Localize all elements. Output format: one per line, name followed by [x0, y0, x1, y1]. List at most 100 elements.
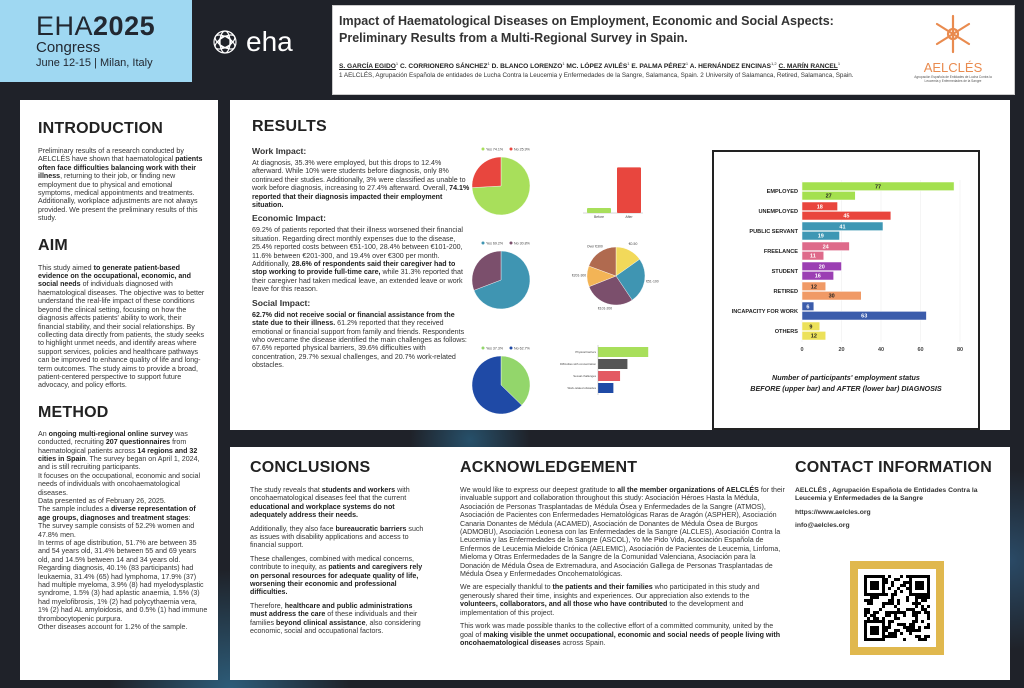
- paragraph: These challenges, combined with medical …: [250, 555, 430, 597]
- qr-module: [873, 638, 876, 641]
- slice-label: €101-200: [598, 306, 612, 310]
- slice-label: €201-300: [572, 273, 586, 277]
- bar-after-incapacity-for-work: [801, 311, 927, 321]
- qr-module: [918, 638, 921, 641]
- qr-module: [891, 584, 894, 587]
- text: Additionally, they also face: [250, 524, 336, 533]
- qr-module: [876, 626, 879, 629]
- text: Preliminary results of a research conduc…: [38, 147, 184, 164]
- qr-module: [888, 632, 891, 635]
- qr-module: [888, 587, 891, 590]
- x-tick-label: 60: [917, 347, 923, 353]
- qr-module: [891, 602, 894, 605]
- qr-module: [927, 578, 930, 581]
- results-heading: RESULTS: [252, 118, 327, 135]
- chart-caption: BEFORE (upper bar) and AFTER (lower bar)…: [750, 384, 942, 393]
- qr-module: [924, 608, 927, 611]
- legend-marker: [509, 147, 513, 151]
- bar-after-freelance: [801, 251, 824, 261]
- text: The study reveals that: [250, 486, 322, 494]
- author-affiliation-number: 1: [487, 61, 490, 66]
- bar-category: Difficulties with concentration: [560, 362, 596, 366]
- qr-module: [903, 611, 906, 614]
- qr-module: [876, 620, 879, 623]
- bold-text: 62.7% did not receive social or financia…: [252, 310, 455, 328]
- author-name: C. CORRIONERO SÁNCHEZ: [400, 63, 488, 71]
- qr-module: [873, 626, 876, 629]
- qr-module: [888, 602, 891, 605]
- legend-label: No 25.9%: [514, 148, 531, 152]
- text: Regarding diagnosis, 40.1% (83 participa…: [38, 564, 208, 623]
- qr-module: [873, 614, 876, 617]
- contact-email-link[interactable]: info@aelcles.org: [795, 522, 850, 530]
- bar: [598, 359, 628, 369]
- contact-website-link[interactable]: https://www.aelcles.org: [795, 508, 871, 516]
- qr-module: [882, 581, 885, 584]
- qr-module: [924, 638, 927, 641]
- qr-module: [870, 584, 873, 587]
- qr-module: [897, 602, 900, 605]
- data-label: 12: [811, 334, 817, 340]
- qr-module: [885, 611, 888, 614]
- introduction-heading: INTRODUCTION: [38, 120, 164, 137]
- bold-text: bureaucratic barriers: [335, 524, 407, 533]
- qr-module: [876, 638, 879, 641]
- legend-label: No 62.7%: [514, 347, 531, 351]
- bar-category: Sexual challenges: [573, 374, 596, 378]
- category-label: RETIRED: [773, 289, 798, 295]
- qr-module: [909, 590, 912, 593]
- text: . The survey began on April 1, 2024, and…: [38, 454, 200, 472]
- qr-module: [906, 629, 909, 632]
- bold-text: diverse representation of age groups, di…: [38, 505, 196, 522]
- qr-module: [888, 611, 891, 614]
- data-label: 45: [843, 214, 849, 220]
- qr-module: [870, 593, 873, 596]
- text: while 31.3% reported that their caregive…: [252, 268, 463, 294]
- paragraph: Other diseases account for 1.2% of the s…: [38, 623, 208, 631]
- legend-marker: [509, 241, 513, 245]
- bold-text: 14 regions and 32 cities in Spain: [38, 446, 198, 463]
- text: In terms of age distribution, 51.7% are …: [38, 539, 197, 564]
- qr-module: [912, 623, 915, 626]
- qr-module: [897, 611, 900, 614]
- bold-text: the patients and their families: [552, 583, 653, 592]
- qr-module: [900, 590, 903, 593]
- qr-module: [873, 620, 876, 623]
- qr-module: [870, 575, 873, 578]
- bold-text: healthcare and public administrations mu…: [250, 601, 413, 619]
- qr-module: [876, 581, 879, 584]
- text: to the development and implementation of…: [460, 600, 744, 617]
- qr-module: [912, 575, 915, 578]
- qr-module: [897, 629, 900, 632]
- legend-marker: [481, 147, 485, 151]
- acknowledgement-heading: ACKNOWLEDGEMENT: [460, 459, 638, 476]
- qr-code[interactable]: [864, 575, 930, 641]
- bar-category: Physical barriers: [575, 350, 596, 354]
- qr-module: [909, 608, 912, 611]
- qr-module: [915, 584, 918, 587]
- qr-module: [909, 581, 912, 584]
- eha-logo-text: eha: [246, 26, 293, 57]
- qr-module: [906, 587, 909, 590]
- bar: [598, 383, 614, 393]
- data-label: 16: [815, 274, 821, 280]
- category-label: EMPLOYED: [767, 189, 798, 195]
- poster-title: Impact of Haematological Diseases on Emp…: [339, 14, 834, 45]
- text: , returning to their job, or finding new…: [38, 172, 198, 223]
- data-label: 19: [818, 234, 824, 240]
- qr-module: [885, 635, 888, 638]
- qr-module: [876, 584, 879, 587]
- qr-module: [927, 584, 930, 587]
- qr-module: [915, 605, 918, 608]
- qr-module: [882, 602, 885, 605]
- category-label: OTHERS: [775, 329, 799, 335]
- text: Data presented as of February 26, 2025.: [38, 497, 166, 505]
- qr-module: [927, 611, 930, 614]
- qr-module: [912, 602, 915, 605]
- qr-module: [882, 578, 885, 581]
- text: , also considering economic, social and …: [250, 618, 421, 636]
- author: C. CORRIONERO SÁNCHEZ1: [400, 61, 492, 71]
- qr-module: [864, 590, 867, 593]
- category-label: STUDENT: [772, 269, 799, 275]
- paragraph: An ongoing multi-regional online survey …: [38, 430, 208, 472]
